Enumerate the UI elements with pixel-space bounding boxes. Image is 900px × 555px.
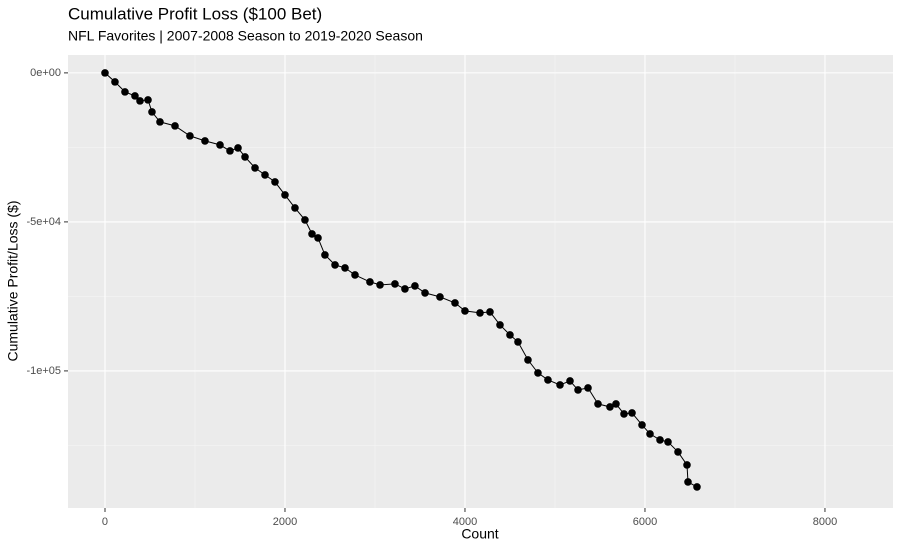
data-point bbox=[131, 92, 139, 100]
data-point bbox=[136, 97, 144, 105]
data-point bbox=[534, 369, 542, 377]
data-point bbox=[376, 281, 384, 289]
data-point bbox=[341, 264, 349, 272]
data-point bbox=[281, 191, 289, 199]
data-point bbox=[111, 78, 119, 86]
data-point bbox=[331, 261, 339, 269]
data-point bbox=[366, 278, 374, 286]
data-point bbox=[620, 410, 628, 418]
data-point bbox=[506, 331, 514, 339]
data-point bbox=[201, 137, 209, 145]
y-tick-label: 0e+00 bbox=[30, 67, 61, 79]
data-point bbox=[496, 321, 504, 329]
data-point bbox=[271, 178, 279, 186]
data-point bbox=[646, 430, 654, 438]
data-point bbox=[351, 271, 359, 279]
data-point bbox=[612, 400, 620, 408]
data-point bbox=[461, 307, 469, 315]
y-tick-label: -1e+05 bbox=[26, 365, 61, 377]
data-point bbox=[234, 144, 242, 152]
x-tick-label: 4000 bbox=[453, 516, 477, 528]
data-point bbox=[261, 171, 269, 179]
data-point bbox=[628, 409, 636, 417]
data-point bbox=[664, 438, 672, 446]
data-point bbox=[314, 234, 322, 242]
data-point bbox=[693, 483, 701, 491]
data-point bbox=[156, 118, 164, 126]
data-point bbox=[148, 108, 156, 116]
x-axis-label: Count bbox=[461, 526, 498, 542]
data-point bbox=[144, 96, 152, 104]
data-point bbox=[566, 377, 574, 385]
data-point bbox=[556, 381, 564, 389]
data-point bbox=[401, 285, 409, 293]
data-point bbox=[216, 141, 224, 149]
data-point bbox=[171, 122, 179, 130]
data-point bbox=[451, 299, 459, 307]
x-tick-label: 0 bbox=[102, 516, 108, 528]
data-point bbox=[486, 308, 494, 316]
data-point bbox=[476, 309, 484, 317]
plot-panel bbox=[68, 55, 893, 508]
data-point bbox=[594, 400, 602, 408]
data-point bbox=[638, 421, 646, 429]
x-tick-label: 2000 bbox=[273, 516, 297, 528]
chart-subtitle: NFL Favorites | 2007-2008 Season to 2019… bbox=[68, 28, 423, 44]
data-point bbox=[308, 230, 316, 238]
data-point bbox=[291, 204, 299, 212]
data-point bbox=[241, 153, 249, 161]
data-point bbox=[121, 88, 129, 96]
data-point bbox=[544, 376, 552, 384]
data-point bbox=[421, 289, 429, 297]
y-axis-label: Cumulative Profit/Loss ($) bbox=[5, 200, 21, 361]
data-point bbox=[226, 147, 234, 155]
data-point bbox=[674, 448, 682, 456]
x-tick-label: 8000 bbox=[813, 516, 837, 528]
data-point bbox=[606, 403, 614, 411]
y-tick-label: -5e+04 bbox=[26, 216, 61, 228]
data-point bbox=[301, 216, 309, 224]
data-point bbox=[321, 251, 329, 259]
data-point bbox=[584, 384, 592, 392]
data-point bbox=[656, 436, 664, 444]
data-point bbox=[101, 69, 109, 77]
chart-title: Cumulative Profit Loss ($100 Bet) bbox=[68, 4, 322, 23]
data-point bbox=[574, 386, 582, 394]
data-point bbox=[436, 293, 444, 301]
data-point bbox=[391, 280, 399, 288]
data-point bbox=[514, 338, 522, 346]
data-point bbox=[411, 282, 419, 290]
x-tick-label: 6000 bbox=[633, 516, 657, 528]
data-point bbox=[684, 478, 692, 486]
data-point bbox=[683, 461, 691, 469]
data-point bbox=[524, 356, 532, 364]
data-point bbox=[251, 164, 259, 172]
data-point bbox=[186, 132, 194, 140]
